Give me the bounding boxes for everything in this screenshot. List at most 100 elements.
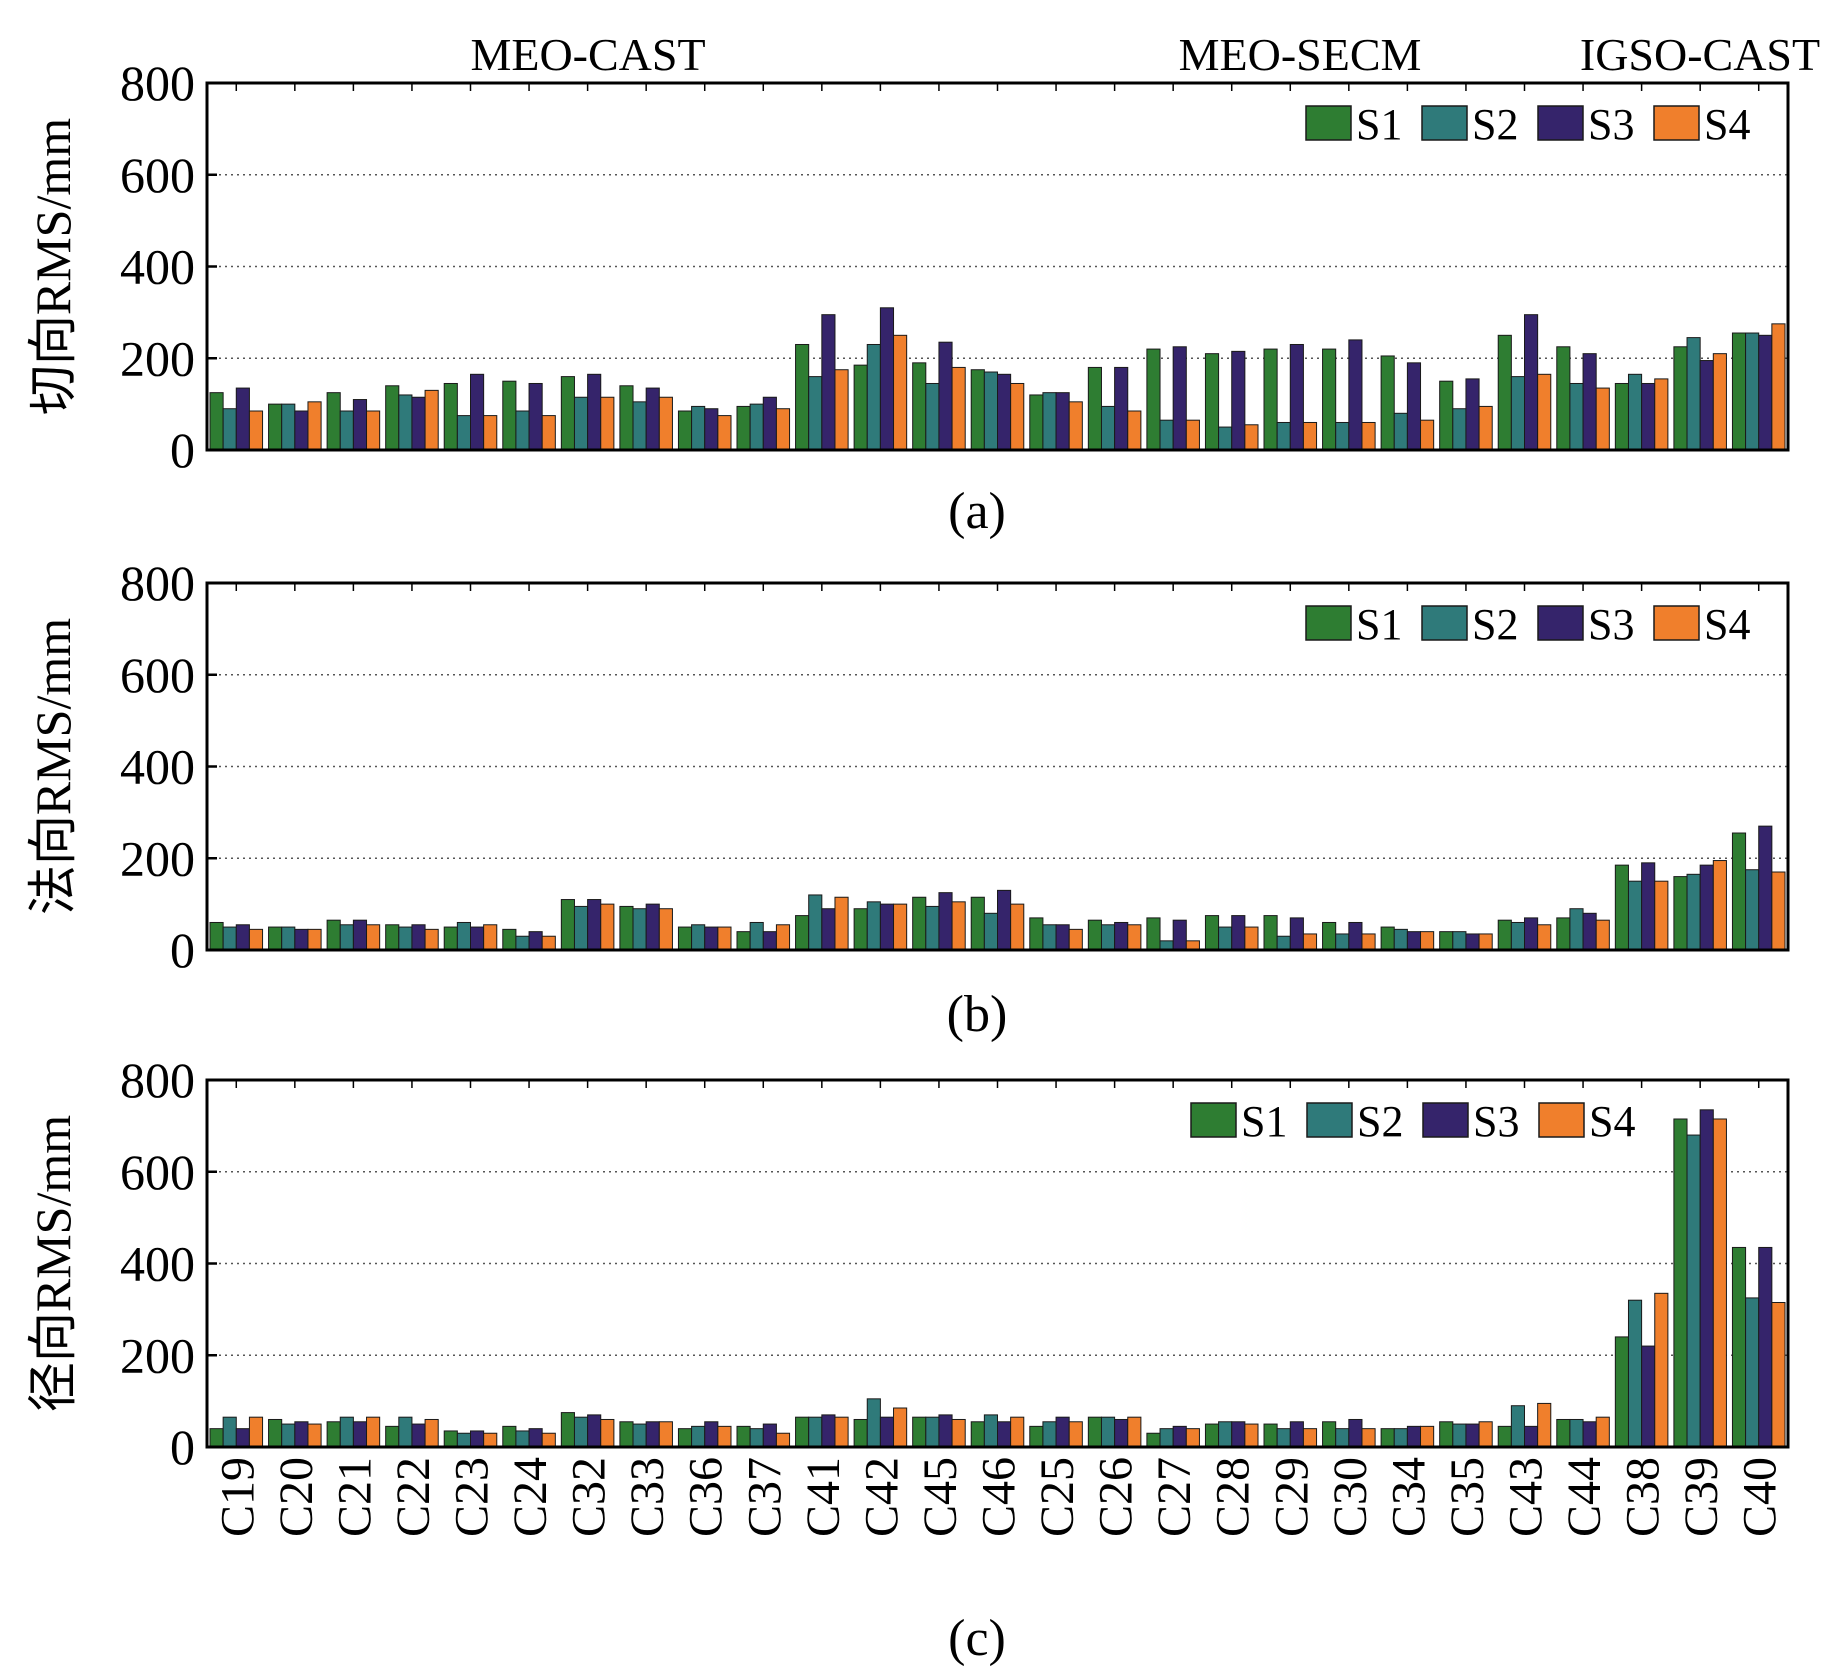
bar-s4-c20 [307, 928, 322, 951]
bar-s4-c41 [834, 369, 849, 451]
bar-s1-c22 [385, 924, 400, 951]
bar-s1-c45 [912, 1416, 927, 1448]
bar-s2-c20 [281, 403, 296, 451]
legend-label-s3: S3 [1588, 600, 1634, 649]
bar-s3-c35 [1465, 933, 1480, 951]
bar-s3-c34 [1406, 931, 1422, 951]
bar-s2-c42 [866, 343, 881, 451]
bar-s1-c39 [1673, 346, 1688, 451]
bar-s2-c45 [925, 905, 940, 951]
bar-s4-c25 [1068, 401, 1083, 451]
y-tick-label: 200 [120, 330, 195, 386]
bar-s3-c32 [587, 899, 602, 951]
bar-s4-c28 [1244, 1423, 1259, 1448]
bar-s4-c33 [658, 396, 673, 451]
bar-s2-c38 [1627, 880, 1643, 951]
bar-s3-c23 [470, 373, 485, 451]
bar-s1-c45 [912, 896, 927, 951]
bar-s3-c45 [938, 1414, 953, 1448]
bar-s2-c39 [1686, 873, 1701, 951]
bar-s3-c22 [411, 924, 426, 951]
x-tick-label: C42 [855, 1457, 908, 1537]
bar-s4-c21 [366, 410, 381, 451]
legend-swatch-s3 [1537, 605, 1584, 641]
bar-s1-c41 [795, 915, 810, 951]
bar-s3-c34 [1406, 362, 1422, 451]
bar-s1-c35 [1439, 931, 1454, 951]
bar-s2-c32 [573, 396, 589, 451]
x-tick-label: C23 [446, 1457, 499, 1537]
bar-s1-c25 [1029, 1425, 1044, 1448]
bar-s1-c23 [443, 382, 458, 451]
bar-s3-c21 [352, 399, 368, 451]
legend-label-s2: S2 [1357, 1097, 1403, 1146]
x-tick-label: C25 [1031, 1457, 1084, 1537]
bar-s3-c27 [1172, 919, 1187, 951]
bar-s4-c43 [1537, 373, 1552, 451]
bar-s3-c42 [879, 903, 895, 951]
bar-s4-c33 [658, 908, 673, 951]
bar-s4-c22 [424, 1418, 439, 1448]
bar-s1-c36 [677, 926, 693, 951]
bar-s4-c28 [1244, 424, 1259, 451]
legend-label-s3: S3 [1473, 1097, 1519, 1146]
legend-swatch-s4 [1653, 605, 1700, 641]
bar-s1-c46 [970, 369, 985, 451]
bar-s1-c30 [1322, 1421, 1337, 1448]
bar-s1-c39 [1673, 1118, 1688, 1448]
bar-s2-c22 [398, 394, 413, 451]
legend-label-s4: S4 [1704, 100, 1750, 149]
bar-s2-c25 [1042, 392, 1057, 451]
bar-s1-c19 [209, 921, 224, 951]
bar-s4-c42 [893, 903, 908, 951]
bar-s3-c33 [645, 1421, 660, 1448]
bar-s1-c44 [1556, 346, 1571, 451]
bar-s2-c46 [983, 371, 998, 451]
bar-s2-c32 [573, 905, 589, 951]
bar-s2-c23 [456, 1432, 472, 1448]
bar-s4-c21 [366, 1416, 381, 1448]
legend-label-s1: S1 [1356, 600, 1402, 649]
bar-s2-c37 [749, 921, 764, 951]
bar-s2-c20 [281, 926, 296, 951]
bar-s2-c23 [456, 415, 472, 451]
bar-s4-c23 [483, 1432, 498, 1448]
bar-s1-c27 [1146, 348, 1161, 451]
bar-s4-c36 [717, 415, 732, 451]
bar-s3-c32 [587, 373, 602, 451]
group-label-meo-secm: MEO-SECM [1179, 29, 1422, 80]
bar-s3-c30 [1348, 339, 1363, 451]
bar-s4-c25 [1068, 1421, 1083, 1448]
bar-s2-c44 [1569, 382, 1584, 451]
legend-swatch-s3 [1422, 1102, 1469, 1138]
bar-s2-c36 [691, 405, 706, 451]
legend-label-s4: S4 [1589, 1097, 1635, 1146]
bar-s4-c46 [1010, 903, 1025, 951]
bar-s2-c41 [808, 894, 823, 951]
bar-s1-c43 [1497, 919, 1512, 951]
bar-s2-c44 [1569, 908, 1584, 951]
bar-s1-c23 [443, 926, 458, 951]
bar-s3-c35 [1465, 378, 1480, 451]
bar-s3-c44 [1582, 912, 1597, 951]
bar-s1-c20 [268, 926, 283, 951]
bar-s1-c28 [1204, 1423, 1220, 1448]
bar-s2-c21 [339, 924, 354, 951]
bar-s2-c30 [1335, 1428, 1350, 1448]
bar-s4-c38 [1654, 378, 1669, 451]
bar-s2-c24 [515, 1430, 530, 1448]
bar-s4-c40 [1771, 1301, 1786, 1448]
bar-s3-c43 [1524, 917, 1539, 951]
bar-s1-c38 [1614, 382, 1629, 451]
bar-s2-c40 [1745, 1297, 1760, 1448]
bar-s3-c20 [294, 928, 309, 951]
bar-s4-c39 [1712, 860, 1727, 951]
bar-s1-c29 [1263, 1423, 1278, 1448]
bar-s1-c28 [1204, 353, 1220, 451]
bar-s1-c33 [619, 905, 634, 951]
bar-s1-c30 [1322, 921, 1337, 951]
bar-s2-c42 [866, 1398, 881, 1448]
bar-s2-c20 [281, 1423, 296, 1448]
bar-s2-c29 [1276, 935, 1291, 951]
